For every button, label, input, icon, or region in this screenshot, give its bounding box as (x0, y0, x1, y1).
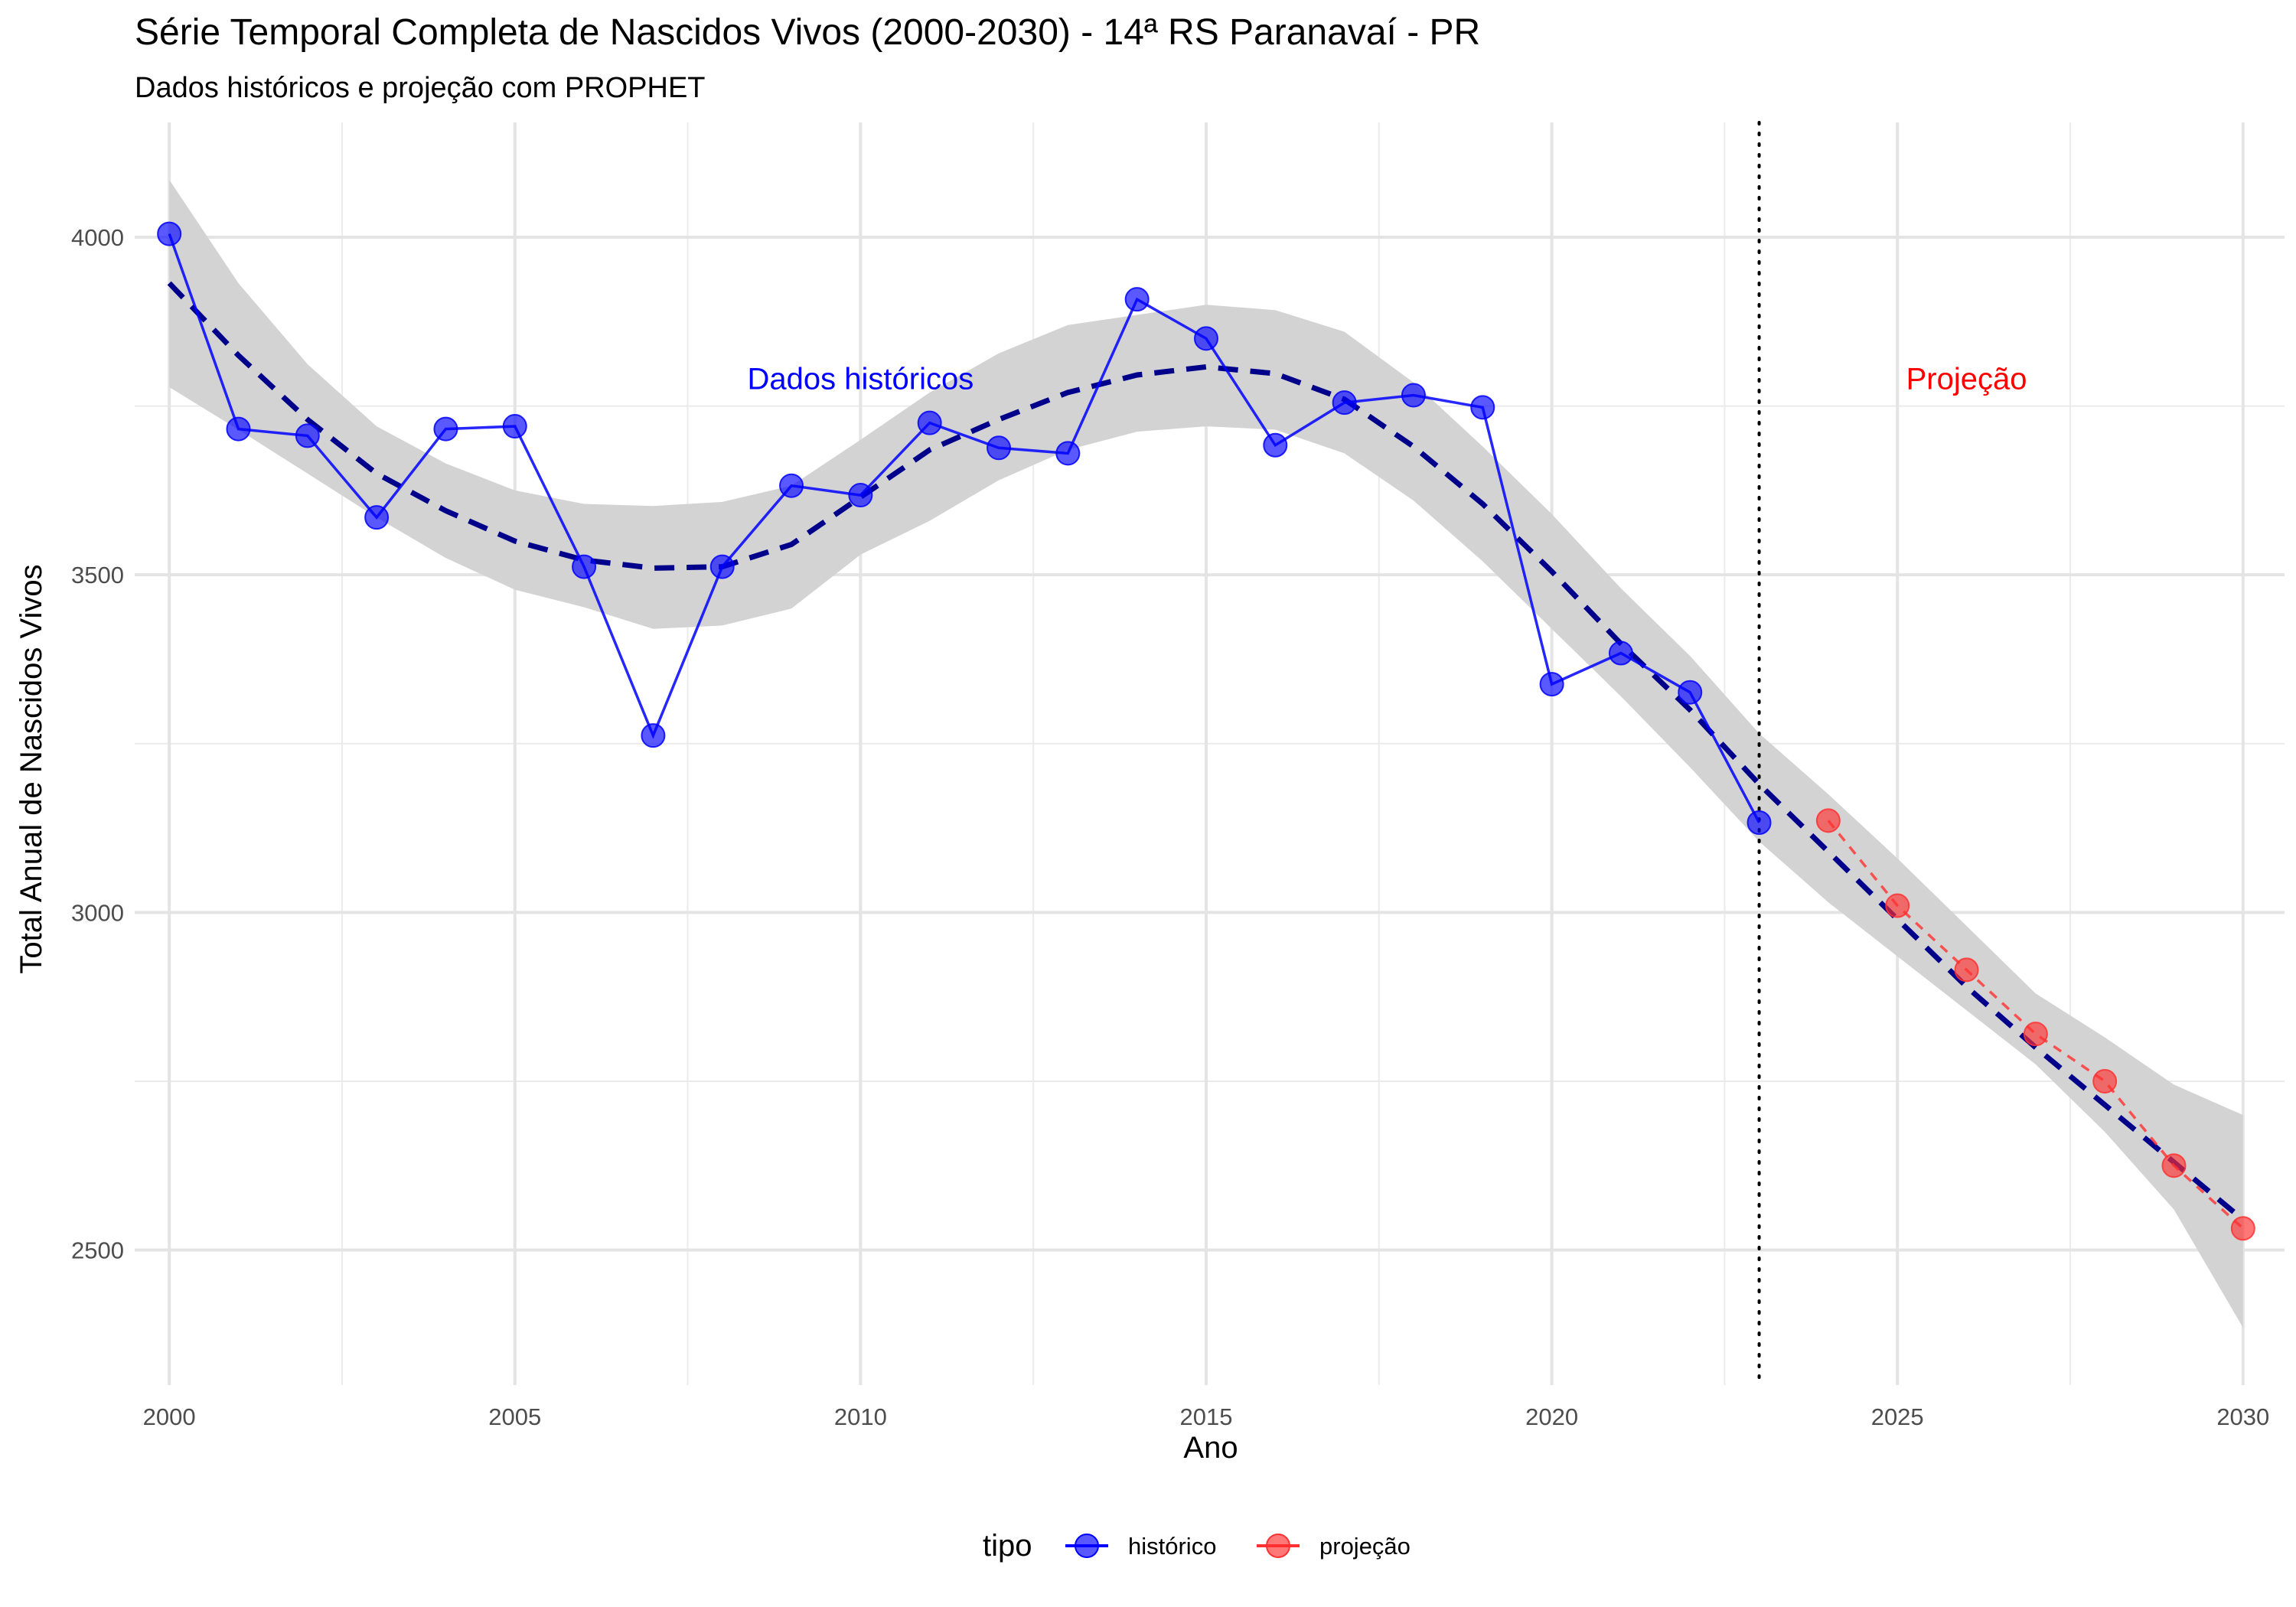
legend-key-point (1266, 1534, 1290, 1558)
data-point-historico (433, 416, 458, 442)
trend-layer (167, 281, 2245, 1222)
y-tick-label: 4000 (71, 224, 124, 251)
x-axis-ticks: 2000 2005 2010 2015 2020 2025 2030 (143, 1403, 2270, 1430)
data-point-projecao (1954, 957, 1979, 983)
data-point-historico (1332, 390, 1357, 416)
data-point-historico (364, 505, 390, 530)
y-axis-label: Total Anual de Nascidos Vivos (15, 564, 48, 973)
data-point-historico (1539, 672, 1564, 697)
y-tick-label: 3500 (71, 562, 124, 588)
annotation-projection: Projeção (1906, 362, 2027, 396)
confidence-band-layer (169, 180, 2243, 1328)
x-axis-label: Ano (1183, 1431, 1238, 1465)
data-point-historico (779, 473, 804, 498)
chart-title: Série Temporal Completa de Nascidos Vivo… (135, 12, 1480, 53)
data-point-historico (1055, 441, 1081, 466)
legend-key-point (1075, 1534, 1099, 1558)
data-point-historico (848, 483, 873, 508)
data-point-historico (1746, 810, 1772, 835)
data-point-projecao (2161, 1153, 2187, 1178)
x-tick-label: 2025 (1871, 1403, 1924, 1430)
data-point-projecao (1885, 893, 1910, 918)
x-tick-label: 2020 (1525, 1403, 1578, 1430)
data-point-historico (641, 723, 666, 748)
chart-subtitle: Dados históricos e projeção com PROPHET (135, 72, 706, 104)
data-point-projecao (1815, 808, 1841, 833)
data-point-historico (709, 554, 735, 579)
legend-title: tipo (983, 1529, 1032, 1563)
annotation-historical: Dados históricos (748, 362, 974, 396)
data-point-historico (1124, 287, 1150, 312)
data-point-historico (987, 435, 1012, 461)
x-tick-label: 2030 (2216, 1403, 2269, 1430)
data-point-historico (917, 410, 942, 435)
x-tick-label: 2015 (1179, 1403, 1232, 1430)
confidence-band (169, 180, 2243, 1328)
data-point-historico (1193, 326, 1218, 351)
y-tick-label: 3000 (71, 899, 124, 926)
legend-label: projeção (1319, 1533, 1411, 1560)
legend: tipo histórico projeção (983, 1529, 1411, 1563)
data-point-historico (1470, 395, 1495, 420)
data-point-historico (157, 221, 182, 246)
data-point-historico (226, 416, 251, 442)
series-line-historico (168, 233, 1761, 823)
legend-label: histórico (1128, 1533, 1216, 1560)
data-point-historico (295, 423, 320, 448)
trend-line (167, 281, 2245, 1222)
x-tick-label: 2000 (143, 1403, 196, 1430)
data-point-historico (1678, 680, 1703, 705)
series-layer (157, 221, 2255, 1241)
data-point-projecao (2230, 1216, 2255, 1241)
data-point-projecao (2092, 1068, 2118, 1094)
y-axis-ticks: 2500 3000 3500 4000 (71, 224, 124, 1264)
x-tick-label: 2010 (834, 1403, 887, 1430)
data-point-historico (502, 414, 527, 439)
data-point-historico (572, 554, 597, 579)
annotations-layer: Dados históricos Projeção (748, 362, 2027, 396)
data-point-historico (1401, 383, 1426, 408)
data-point-historico (1263, 432, 1288, 458)
x-tick-label: 2005 (488, 1403, 541, 1430)
data-point-projecao (2023, 1022, 2048, 1047)
data-point-historico (1608, 641, 1633, 666)
y-tick-label: 2500 (71, 1237, 124, 1264)
